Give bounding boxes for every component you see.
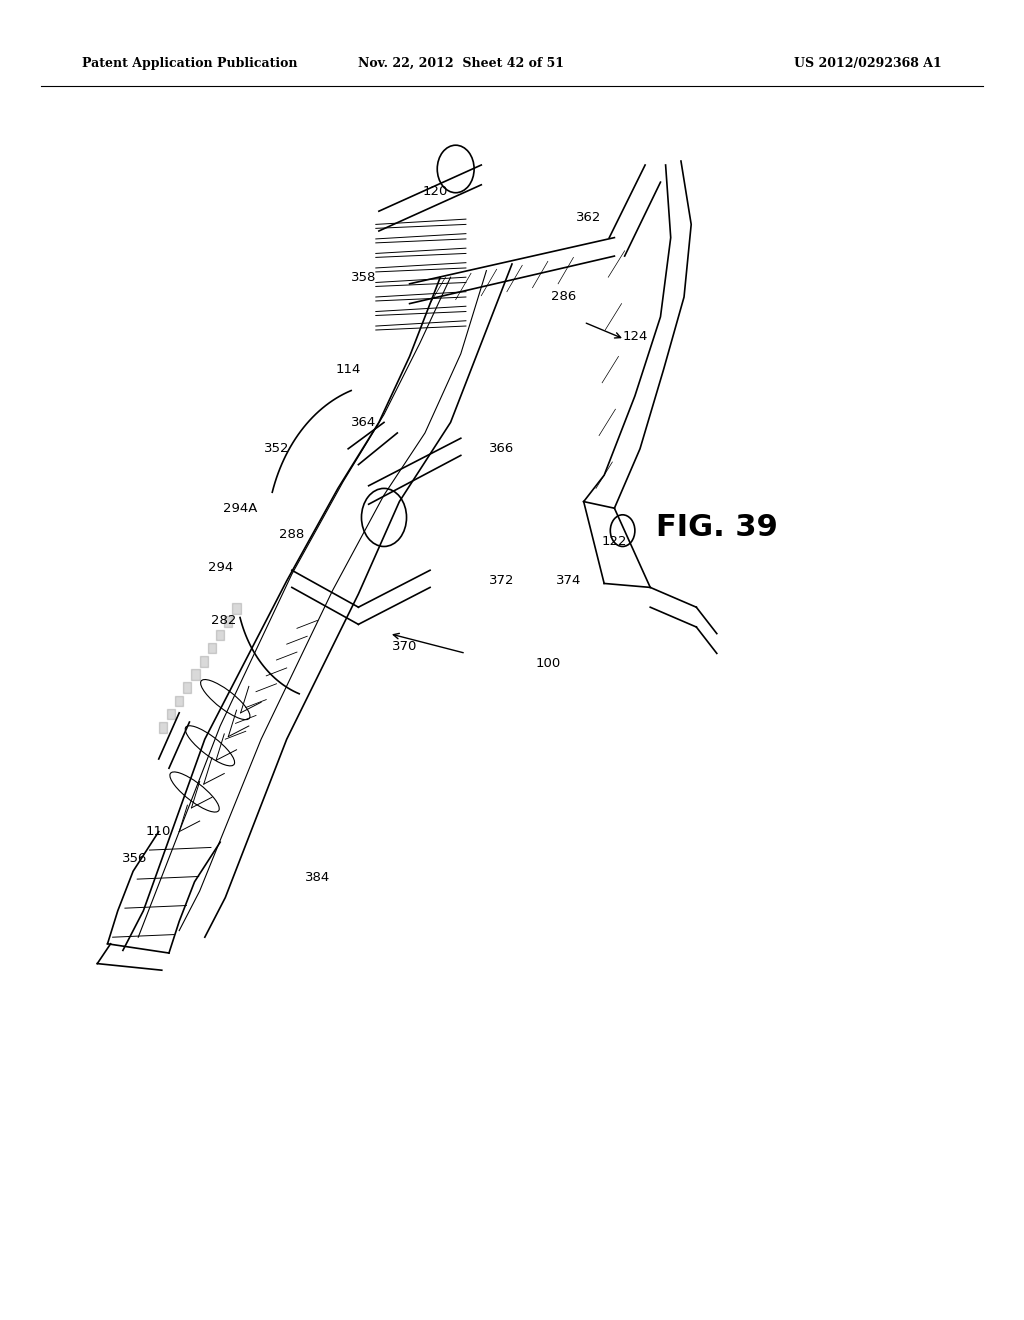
Text: 282: 282 <box>211 614 236 627</box>
Text: 294: 294 <box>208 561 232 574</box>
Text: 358: 358 <box>351 271 376 284</box>
Text: 114: 114 <box>336 363 360 376</box>
Text: Nov. 22, 2012  Sheet 42 of 51: Nov. 22, 2012 Sheet 42 of 51 <box>357 57 564 70</box>
Text: Patent Application Publication: Patent Application Publication <box>82 57 297 70</box>
Text: 364: 364 <box>351 416 376 429</box>
Text: 356: 356 <box>123 851 147 865</box>
Text: 384: 384 <box>305 871 330 884</box>
Text: 110: 110 <box>146 825 171 838</box>
Text: 122: 122 <box>602 535 627 548</box>
Text: 374: 374 <box>556 574 581 587</box>
Text: 366: 366 <box>489 442 514 455</box>
Text: 370: 370 <box>392 640 417 653</box>
Text: FIG. 39: FIG. 39 <box>655 513 778 543</box>
Text: 288: 288 <box>280 528 304 541</box>
Text: 100: 100 <box>536 657 560 671</box>
Text: 120: 120 <box>423 185 447 198</box>
Text: 294A: 294A <box>223 502 258 515</box>
Text: 286: 286 <box>551 290 575 304</box>
Text: 362: 362 <box>577 211 601 224</box>
Text: US 2012/0292368 A1: US 2012/0292368 A1 <box>795 57 942 70</box>
Text: 124: 124 <box>623 330 647 343</box>
Text: 372: 372 <box>489 574 514 587</box>
Text: 352: 352 <box>264 442 289 455</box>
